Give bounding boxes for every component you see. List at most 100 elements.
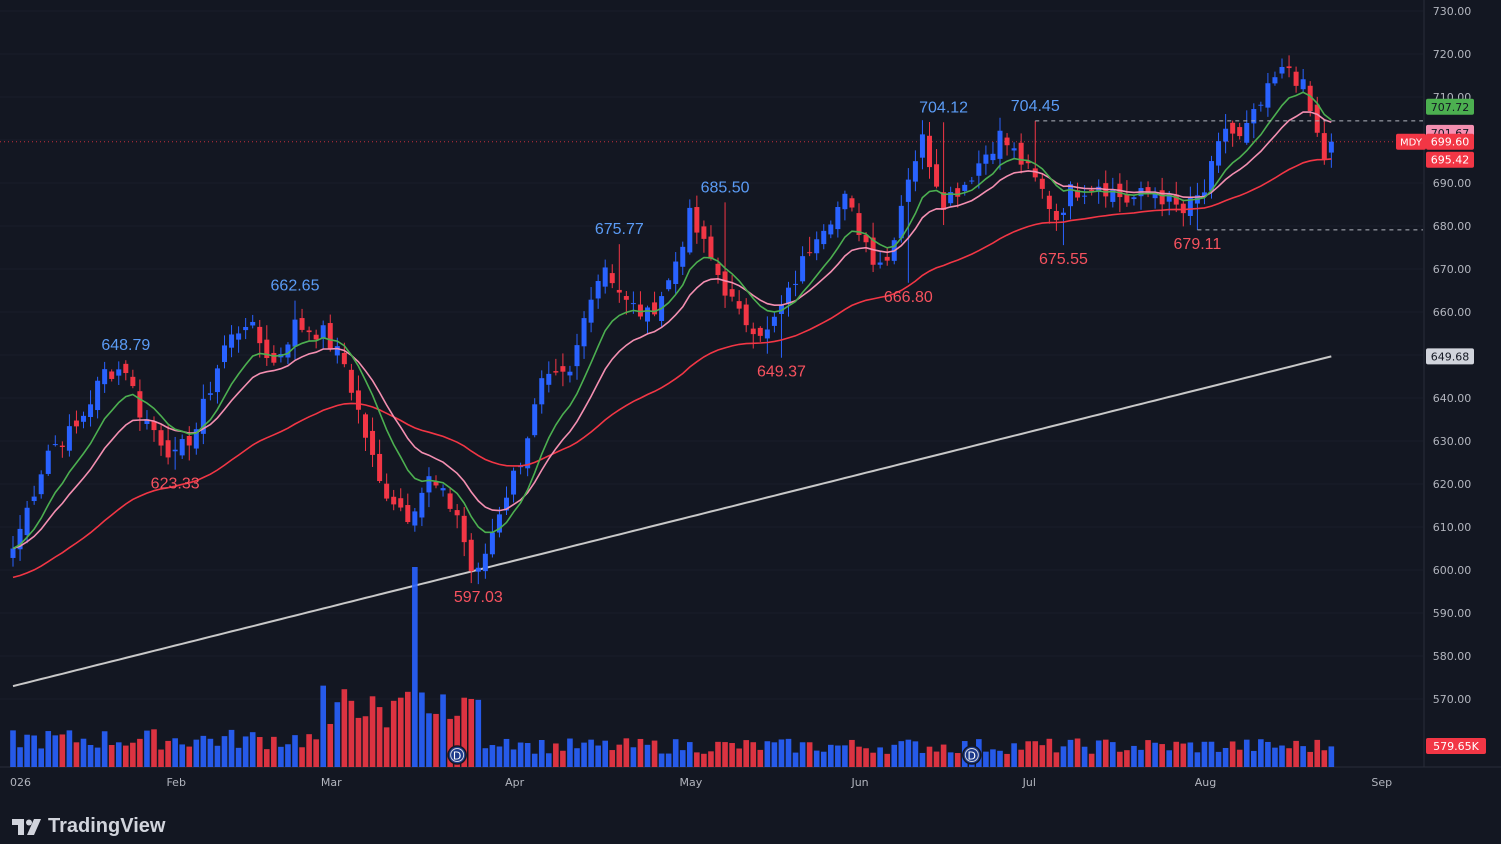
tradingview-icon: [12, 818, 41, 835]
volume-bar: [672, 739, 679, 767]
candle-body: [1216, 141, 1222, 166]
candle-body: [370, 430, 376, 455]
candle-body: [1307, 85, 1313, 111]
candle-body: [560, 366, 566, 372]
candle-body: [95, 380, 101, 411]
volume-bar: [983, 751, 989, 767]
candle-body: [976, 163, 982, 176]
swing-high-label: 704.12: [919, 99, 968, 116]
candle-body: [849, 198, 855, 208]
swing-high-label: 675.77: [595, 221, 644, 238]
candle-body: [525, 438, 531, 469]
candle-body: [912, 161, 918, 182]
candle-body: [863, 234, 869, 243]
candle-body: [299, 318, 305, 330]
volume-bar: [313, 739, 319, 767]
volume-bar: [137, 738, 143, 767]
candle-body: [666, 280, 672, 290]
candle-body: [595, 281, 601, 299]
candle-body: [1053, 210, 1059, 221]
volume-bar: [1229, 741, 1236, 767]
candle-body: [313, 334, 319, 340]
candle-body: [264, 339, 270, 359]
volume-bar: [658, 753, 665, 767]
volume-bar: [736, 748, 742, 767]
volume-bar: [426, 713, 432, 767]
volume-bar: [24, 734, 30, 767]
candle-body: [17, 528, 23, 550]
volume-bar: [1293, 740, 1299, 767]
swing-low-label: 649.37: [757, 364, 806, 381]
badge-text: 707.72: [1431, 101, 1470, 114]
tradingview-logo[interactable]: TradingView: [12, 815, 165, 838]
volume-bar: [940, 744, 947, 767]
footer: TradingView: [0, 810, 1501, 844]
volume-bar: [990, 749, 996, 767]
candle-body: [934, 164, 940, 187]
volume-bar: [1307, 751, 1313, 767]
x-tick-label: Aug: [1195, 776, 1216, 789]
candle-body: [588, 299, 594, 323]
swing-low-label: 679.11: [1174, 236, 1222, 253]
volume-bar: [1279, 745, 1285, 767]
candle-body: [1124, 194, 1130, 203]
candle-body: [828, 224, 834, 235]
y-tick-label: 610.00: [1433, 521, 1472, 534]
volume-bar: [609, 750, 616, 767]
volume-bar: [108, 745, 115, 767]
volume-bar: [249, 732, 256, 767]
price-axis-badge: 649.68: [1426, 348, 1474, 365]
volume-bar: [898, 741, 905, 767]
badge-bg: [1426, 348, 1474, 365]
candle-body: [630, 303, 636, 305]
candle-body: [1223, 128, 1229, 142]
y-tick-label: 620.00: [1433, 478, 1472, 491]
volume-bar: [637, 738, 644, 767]
candle-body: [257, 326, 263, 344]
volume-bar: [1053, 752, 1060, 767]
volume-bar: [299, 747, 305, 767]
candle-body: [38, 474, 44, 495]
volume-bar: [1018, 749, 1024, 767]
volume-bar: [1124, 750, 1130, 767]
swing-low-label: 623.33: [151, 476, 200, 493]
volume-bar: [475, 699, 482, 767]
price-axis-badge: 695.42: [1426, 151, 1474, 168]
y-tick-label: 590.00: [1433, 607, 1472, 620]
volume-bar: [278, 746, 284, 767]
volume-bar: [1138, 749, 1144, 767]
x-tick-label: Sep: [1371, 776, 1392, 789]
volume-bar: [785, 738, 792, 767]
candle-body: [327, 323, 333, 349]
y-tick-label: 720.00: [1433, 48, 1472, 61]
candle-body: [884, 256, 890, 261]
candle-body: [419, 492, 425, 518]
candle-body: [687, 207, 693, 253]
volume-bar: [842, 745, 848, 767]
volume-bar: [405, 691, 411, 767]
candle-body: [292, 319, 298, 347]
candle-body: [905, 179, 911, 202]
volume-bar: [468, 698, 475, 767]
candle-body: [786, 287, 791, 304]
candle-body: [736, 301, 742, 309]
candle-body: [1089, 189, 1095, 192]
candle-body: [821, 230, 827, 245]
volume-bar: [595, 745, 601, 767]
volume-bar: [1208, 741, 1215, 767]
volume-bar: [158, 749, 164, 767]
volume-bar: [694, 752, 700, 767]
dividend-ring: [450, 748, 465, 762]
candle-body: [1180, 203, 1186, 214]
y-tick-label: 680.00: [1433, 220, 1472, 233]
candle-body: [807, 252, 813, 254]
volume-bar: [538, 740, 545, 767]
candle-body: [489, 532, 495, 555]
volume-bar: [285, 744, 291, 767]
candle-body: [1244, 122, 1250, 143]
candle-body: [1004, 137, 1010, 146]
volume-bar: [369, 696, 376, 767]
candle-body: [1272, 77, 1278, 84]
badge-text: 699.60: [1431, 136, 1470, 149]
